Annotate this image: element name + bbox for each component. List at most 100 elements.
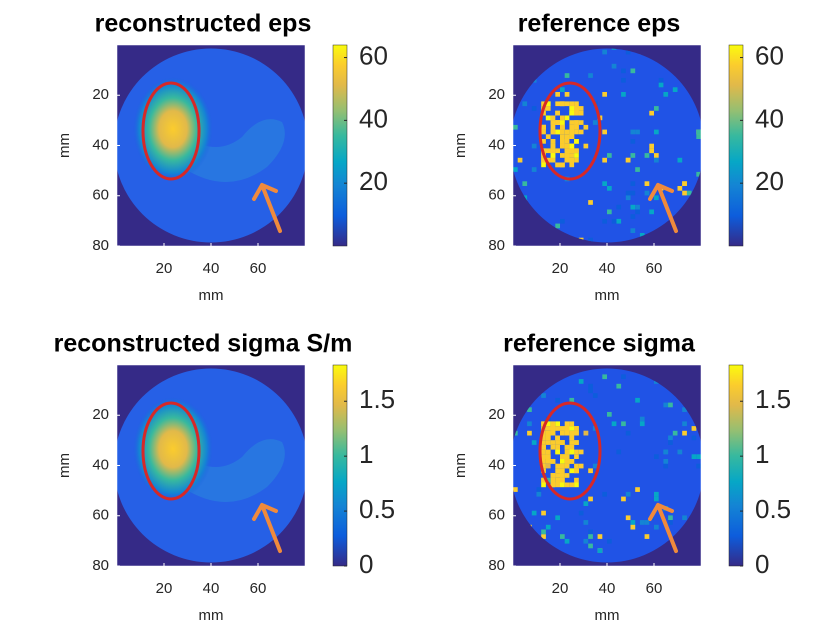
pixel [588,200,593,205]
arrow [648,183,678,233]
colorbar-tick-label: 1 [359,439,373,469]
colorbar [332,44,348,247]
pixel [654,106,659,111]
pixel [560,134,565,139]
pixel [635,209,640,215]
pixel [541,454,546,459]
pixel [517,157,523,163]
pixel [607,186,612,191]
pixel [555,101,560,107]
pixel [564,92,570,97]
pixel [621,68,626,74]
pixel [574,153,579,158]
pixel [583,124,589,130]
pixel [588,496,593,502]
y-axis-label: mm [452,453,469,478]
pixel [696,134,701,139]
pixel [560,440,565,445]
pixel [668,440,673,445]
pixel [569,110,575,116]
pixel [545,426,551,431]
pixel [560,129,565,135]
pixel [630,181,636,186]
x-tick-label: 40 [203,260,220,277]
pixel [607,412,612,417]
pixel [649,148,654,154]
pixel [654,524,659,530]
pixel [583,430,589,436]
pixel [569,124,575,130]
pixel [550,459,556,464]
pixel [513,167,518,172]
pixel [560,482,565,488]
pixel [574,157,579,163]
pixel [654,195,659,201]
pixel [541,459,546,464]
pixel [578,379,584,384]
pixel [625,157,631,163]
pixel [545,430,551,436]
colorbar-tick-label: 40 [755,103,784,133]
pixel [578,463,584,469]
x-tick-label: 20 [156,260,173,277]
pixel [569,129,575,135]
pixel [592,120,598,125]
pixel [545,435,551,441]
pixel [668,520,673,525]
pixel [654,129,659,135]
pixel [564,73,570,78]
pixel [621,374,626,380]
pixel [663,463,669,469]
pixel [560,463,565,469]
pixel [527,421,532,427]
pixel [564,139,570,144]
panel-title: reconstructed eps [95,10,312,38]
pixel [574,110,579,116]
pixel [597,534,603,539]
pixel [602,157,607,163]
pixel [569,143,575,149]
pixel [663,459,669,464]
pixel [560,120,565,125]
pixel [625,49,631,55]
y-tick-label: 20 [92,406,109,423]
x-tick-label: 60 [250,260,267,277]
pixel [607,209,612,215]
pixel [588,529,593,535]
pixel [541,534,546,539]
colorbar-tick-label: 1.5 [755,384,791,414]
pixel [569,468,575,474]
pixel [658,77,664,83]
pixel [607,153,612,158]
pixel [541,162,546,168]
pixel [635,487,640,492]
pixel [536,491,542,497]
pixel [583,143,589,149]
pixel [564,148,570,154]
colorbar [332,364,348,567]
pixel [686,190,692,196]
pixel [545,106,551,111]
pixel [682,407,687,412]
pixel [574,430,579,436]
pixel [654,491,659,497]
y-tick-label: 60 [92,187,109,204]
pixel [550,444,556,450]
pixel [625,190,631,196]
pixel [621,421,626,427]
pixel [592,393,598,398]
pixel [564,153,570,158]
pixel [672,87,678,92]
pixel [541,529,546,535]
colorbar-tick-label: 0 [359,549,373,579]
pixel [513,124,518,130]
pixel [592,463,598,469]
pixel [630,520,636,525]
pixel [616,449,622,455]
pixel [691,426,697,431]
highlight-ellipse [538,81,602,181]
pixel [550,430,556,436]
x-tick-label: 60 [646,580,663,597]
x-tick-label: 20 [552,580,569,597]
pixel [555,92,560,97]
